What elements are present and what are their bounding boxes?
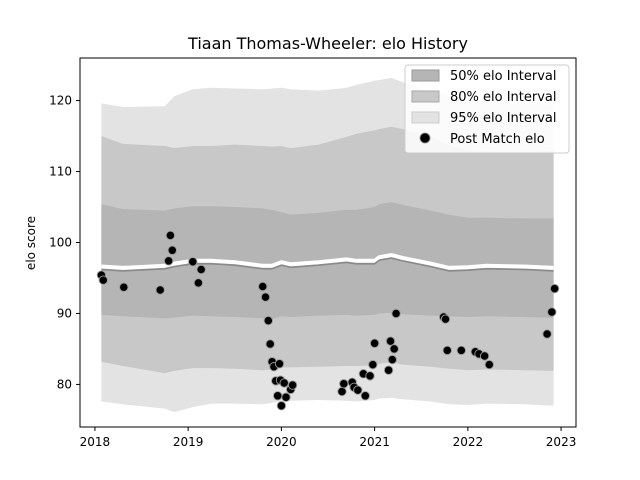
post-match-point-18	[274, 359, 285, 369]
legend-label-80: 80% elo Interval	[450, 90, 557, 105]
post-match-point-32	[365, 371, 375, 381]
post-match-point-6	[167, 245, 177, 255]
post-match-point-39	[391, 308, 401, 319]
post-match-point-43	[456, 345, 466, 356]
post-match-point-38	[389, 344, 399, 354]
post-match-point-11	[260, 292, 271, 302]
post-match-point-41	[440, 314, 451, 324]
legend-label-95: 95% elo Interval	[450, 111, 557, 126]
post-match-point-2	[119, 282, 129, 292]
post-match-point-46	[479, 351, 490, 361]
x-tick-label: 2020	[266, 435, 297, 449]
x-axis-ticks: 2018 2019 2020 2021 2022 2023	[80, 427, 577, 449]
legend-label-points: Post Match elo	[450, 132, 545, 147]
post-match-point-12	[263, 315, 273, 326]
post-match-point-49	[547, 307, 557, 317]
post-match-point-50	[549, 283, 560, 294]
post-match-point-9	[196, 264, 206, 275]
post-match-point-36	[385, 336, 396, 346]
post-match-point-13	[265, 339, 275, 349]
post-match-point-22	[281, 392, 291, 402]
legend-swatch-50	[411, 69, 440, 82]
post-match-point-10	[258, 281, 268, 292]
post-match-point-33	[368, 359, 378, 370]
x-tick-label: 2022	[453, 435, 484, 449]
post-match-point-25	[337, 386, 347, 397]
legend-swatch-80	[411, 90, 440, 103]
y-tick-label: 120	[49, 94, 72, 108]
y-tick-label: 90	[57, 306, 72, 320]
legend-marker-points	[419, 132, 431, 144]
post-match-point-29	[353, 385, 363, 395]
x-tick-label: 2023	[546, 435, 577, 449]
legend-swatch-95	[411, 111, 440, 124]
legend: 50% elo Interval 80% elo Interval 95% el…	[404, 64, 570, 154]
post-match-point-21	[279, 378, 289, 388]
post-match-point-3	[155, 285, 165, 295]
post-match-point-1	[98, 275, 108, 285]
y-tick-label: 110	[49, 165, 72, 179]
post-match-point-4	[163, 256, 174, 266]
post-match-point-26	[339, 379, 349, 389]
y-tick-label: 100	[49, 236, 72, 250]
post-match-point-42	[442, 345, 452, 356]
x-tick-label: 2021	[359, 435, 390, 449]
post-match-point-5	[165, 230, 176, 241]
post-match-point-20	[276, 401, 287, 411]
post-match-point-17	[273, 391, 283, 401]
legend-label-50: 50% elo Interval	[450, 69, 557, 84]
post-match-point-7	[188, 257, 198, 267]
post-match-point-35	[383, 365, 394, 375]
post-match-point-24	[287, 380, 298, 390]
post-match-point-47	[484, 359, 494, 370]
chart-title: Tiaan Thomas-Wheeler: elo History	[187, 34, 468, 53]
post-match-point-48	[542, 329, 552, 339]
x-tick-label: 2019	[173, 435, 204, 449]
y-axis-label: elo score	[24, 216, 38, 270]
post-match-points	[96, 230, 560, 411]
x-tick-label: 2018	[80, 435, 111, 449]
y-tick-label: 80	[57, 377, 72, 391]
post-match-point-37	[387, 354, 397, 365]
y-axis-ticks: 80 90 100 110 120	[49, 94, 80, 391]
post-match-point-31	[360, 391, 370, 401]
plot-area	[96, 77, 560, 413]
legend-box	[404, 64, 570, 154]
post-match-point-8	[193, 278, 204, 288]
post-match-point-34	[369, 338, 380, 348]
